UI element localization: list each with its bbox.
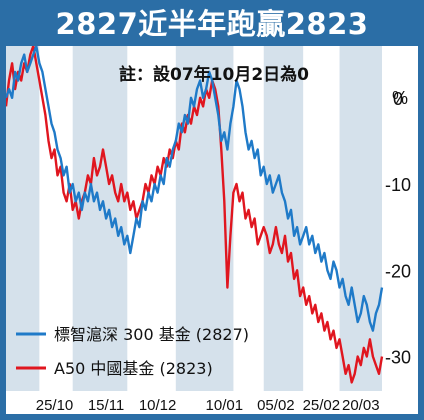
y-axis-ticks: 0 -10 -20 -30 [385, 89, 411, 368]
y-tick-label: -20 [385, 261, 411, 281]
legend: 標智滬深 300 基金 (2827) A50 中國基金 (2823) [16, 325, 249, 378]
y-tick-label: -30 [385, 348, 411, 368]
x-tick-label: 20/03 [342, 397, 380, 414]
shaded-band [263, 46, 304, 391]
y-tick-label: -10 [385, 175, 411, 195]
y-tick-label: 0 [393, 89, 403, 109]
x-tick-label: 10/01 [206, 397, 244, 414]
shaded-band [339, 46, 382, 391]
shaded-bands [6, 46, 382, 391]
legend-label-2823: A50 中國基金 (2823) [54, 359, 213, 378]
series-layer [6, 46, 384, 384]
x-tick-label: 15/11 [88, 397, 124, 414]
y-unit-label: % [392, 88, 408, 108]
x-tick-label: 25/02 [303, 397, 341, 414]
line-chart: 註：設07年10月2日為0 % 0 -10 -20 -30 25/10 15/11 10/… [6, 46, 411, 414]
x-tick-label: 25/10 [36, 397, 74, 414]
shaded-band [72, 46, 128, 391]
legend-label-2827: 標智滬深 300 基金 (2827) [54, 325, 249, 344]
x-axis-ticks: 25/10 15/11 10/12 10/01 05/02 25/02 20/03 [36, 397, 380, 414]
series-line-2827 [6, 46, 384, 332]
chart-title: 2827近半年跑贏2823 [55, 7, 369, 41]
x-tick-label: 10/12 [139, 397, 177, 414]
chart-note: 註：設07年10月2日為0 [119, 64, 309, 85]
x-tick-label: 05/02 [257, 397, 295, 414]
plot-panel: 註：設07年10月2日為0 % 0 -10 -20 -30 25/10 15/11 10/… [6, 46, 418, 414]
